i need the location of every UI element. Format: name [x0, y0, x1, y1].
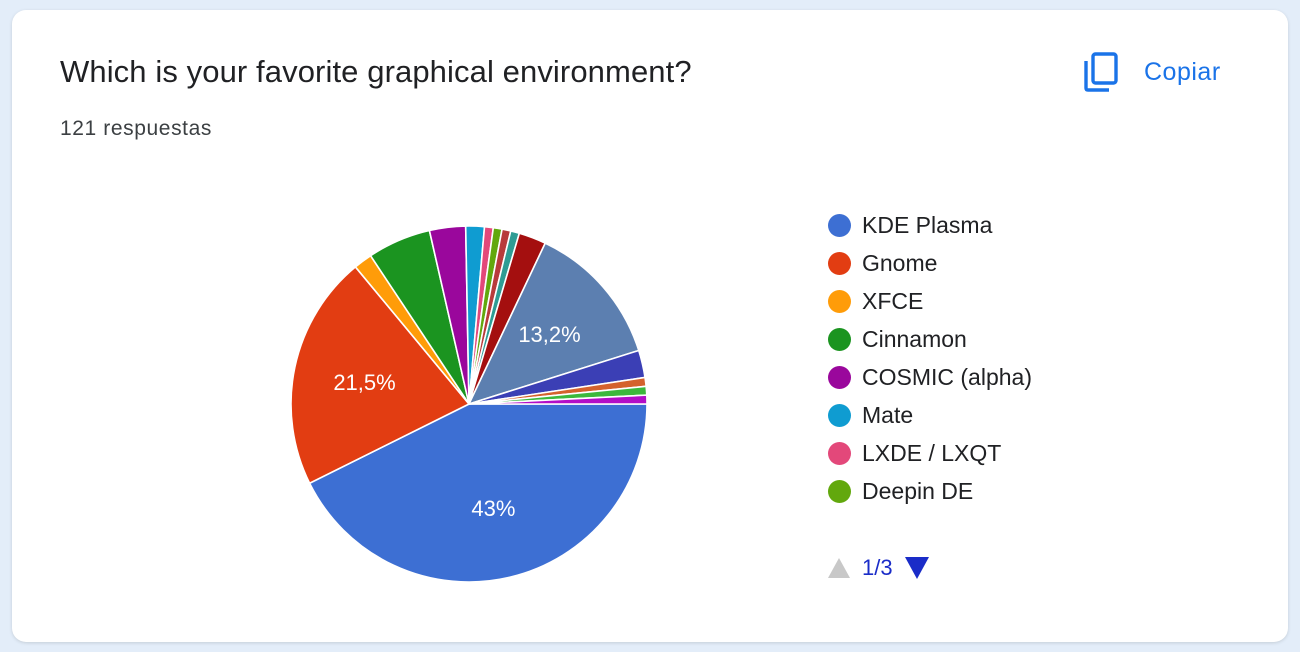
legend-item-kde-plasma[interactable]: KDE Plasma	[828, 206, 1032, 244]
legend-item-cosmic-alpha-[interactable]: COSMIC (alpha)	[828, 358, 1032, 396]
pie-chart: 43% 21,5% 13,2%	[262, 204, 662, 604]
legend-label: Gnome	[862, 249, 938, 276]
legend-dot-icon	[828, 213, 851, 237]
legend-label: Mate	[862, 401, 914, 428]
response-count: 121 respuestas	[60, 117, 212, 140]
legend-dot-icon	[828, 251, 851, 275]
pie-slice-other-15[interactable]	[468, 394, 648, 405]
pie-slice-label: 21,5%	[333, 370, 395, 395]
pie-slice-label: 43%	[471, 496, 515, 521]
legend-label: Deepin DE	[862, 477, 974, 504]
pager-label: 1/3	[862, 555, 893, 580]
chart-title: Which is your favorite graphical environ…	[60, 54, 692, 89]
legend-item-mate[interactable]: Mate	[828, 396, 1032, 434]
legend-item-xfce[interactable]: XFCE	[828, 282, 1032, 320]
legend-item-gnome[interactable]: Gnome	[828, 244, 1032, 282]
legend-dot-icon	[828, 441, 851, 465]
legend-label: XFCE	[862, 287, 924, 314]
legend-dot-icon	[828, 327, 851, 351]
legend-label: LXDE / LXQT	[862, 439, 1002, 466]
copy-button[interactable]: Copiar	[1076, 50, 1229, 94]
copy-icon	[1084, 52, 1118, 92]
legend-label: KDE Plasma	[862, 211, 993, 238]
legend-dot-icon	[828, 289, 851, 313]
legend-dot-icon	[828, 479, 851, 503]
copy-label: Copiar	[1144, 57, 1221, 86]
pie-slice-gnome[interactable]	[290, 265, 471, 485]
legend-dot-icon	[828, 365, 851, 389]
legend-dot-icon	[828, 403, 851, 427]
chart-card: Which is your favorite graphical environ…	[12, 10, 1288, 642]
legend-item-deepin-de[interactable]: Deepin DE	[828, 472, 1032, 510]
triangle-down-icon[interactable]	[904, 557, 929, 579]
pie-svg: 43% 21,5% 13,2%	[290, 225, 648, 583]
pie-slice-kde-plasma[interactable]	[308, 403, 648, 583]
triangle-up-icon	[828, 558, 850, 578]
chart-legend: KDE Plasma Gnome XFCE Cinnamon COSMIC (alpha…	[828, 206, 1032, 510]
legend-pager: 1/3	[828, 555, 929, 581]
pie-slice-label: 13,2%	[518, 322, 580, 347]
legend-item-lxde-lxqt[interactable]: LXDE / LXQT	[828, 434, 1032, 472]
legend-item-cinnamon[interactable]: Cinnamon	[828, 320, 1032, 358]
legend-label: COSMIC (alpha)	[862, 363, 1032, 390]
legend-label: Cinnamon	[862, 325, 967, 352]
